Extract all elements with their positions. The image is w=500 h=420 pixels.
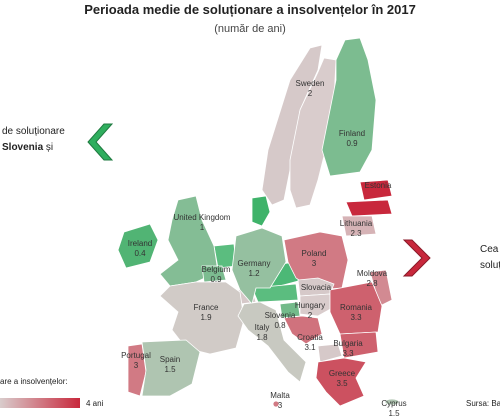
country-name: Portugal [121, 351, 151, 360]
country-value: 3 [312, 259, 317, 268]
country-value: 3.3 [342, 349, 354, 358]
country-name: Slovenia [265, 311, 296, 320]
country-name: Sweden [296, 79, 325, 88]
country [315, 357, 367, 407]
note-text: soluți [480, 260, 500, 271]
country-name: Moldova [357, 269, 388, 278]
country [201, 265, 227, 283]
country-name: Italy [255, 323, 270, 332]
legend-max: 4 ani [86, 399, 104, 408]
country [141, 339, 201, 397]
country-name: Ireland [128, 239, 152, 248]
country-name: Malta [270, 391, 290, 400]
country-name: Slovacia [301, 283, 332, 292]
country [159, 281, 245, 355]
country-value: 1.5 [388, 409, 400, 418]
country-name: Lithuania [340, 219, 373, 228]
country [237, 301, 307, 383]
country-name: Belgium [202, 265, 231, 274]
country-name: Poland [302, 249, 327, 258]
country [117, 223, 159, 269]
austria [251, 283, 299, 303]
countries [117, 37, 400, 408]
country-value: 0.9 [210, 275, 222, 284]
country [272, 400, 280, 408]
green-chevron [87, 123, 114, 161]
legend-title: are a insolvențelor: [0, 377, 68, 386]
country-value: 1.5 [164, 365, 176, 374]
note-bold: Slovenia [2, 142, 44, 153]
subtitle: (număr de ani) [214, 23, 286, 35]
country-value: 3.5 [336, 379, 348, 388]
country-value: 3.3 [350, 313, 362, 322]
note-text: Slovenia și [2, 142, 53, 153]
country-value: 0.8 [274, 321, 286, 330]
country [127, 343, 147, 397]
country-value: 2 [308, 311, 313, 320]
red-chevron [402, 239, 431, 277]
country-name: Bulgaria [333, 339, 363, 348]
country-name: Croatia [297, 333, 323, 342]
right-note: Cea soluți [402, 239, 500, 277]
title: Perioada medie de soluționare a insolven… [84, 2, 416, 17]
country-name: Greece [329, 369, 356, 378]
country-value: 0.9 [346, 139, 358, 148]
country-value: 1.8 [256, 333, 268, 342]
country-name: Hungary [295, 301, 325, 310]
country-name: France [194, 303, 219, 312]
country-name: Romania [340, 303, 373, 312]
country [329, 281, 383, 335]
country [384, 398, 400, 406]
country-name: Cyprus [381, 399, 406, 408]
country-value: 3 [134, 361, 139, 370]
country-value: 1 [200, 223, 205, 232]
country [231, 227, 287, 305]
country [297, 277, 335, 297]
note-text: de soluționare [2, 126, 65, 137]
country-value: 2 [308, 89, 313, 98]
country [321, 37, 377, 177]
country-value: 1.2 [248, 269, 260, 278]
country-name: Spain [160, 355, 180, 364]
country-value: 3 [278, 401, 283, 410]
country-value: 1.9 [200, 313, 212, 322]
note-rest: și [43, 142, 53, 153]
legend-gradient [0, 398, 80, 408]
country [283, 315, 323, 345]
labels: Sweden 2 Finland 0.9 Estonia Lithuania 2… [121, 79, 407, 418]
balkans [317, 343, 343, 363]
country-value: 3.1 [304, 343, 316, 352]
left-note: de soluționare Slovenia și [2, 123, 114, 161]
country-name: Germany [238, 259, 271, 268]
country-value: 2.3 [350, 229, 362, 238]
latvia [345, 199, 393, 217]
source: Sursa: Ba [466, 399, 500, 408]
country-name: Finland [339, 129, 365, 138]
country [339, 331, 379, 359]
legend: are a insolvențelor: 4 ani [0, 377, 104, 408]
country-value: 0.4 [134, 249, 146, 258]
country-name: United Kingdom [174, 213, 231, 222]
country-name: Estonia [365, 181, 392, 190]
country [359, 179, 393, 201]
country [341, 215, 377, 237]
denmark [251, 195, 271, 227]
country [299, 293, 337, 317]
country-value: 2.8 [366, 279, 378, 288]
note-text: Cea [480, 244, 499, 255]
